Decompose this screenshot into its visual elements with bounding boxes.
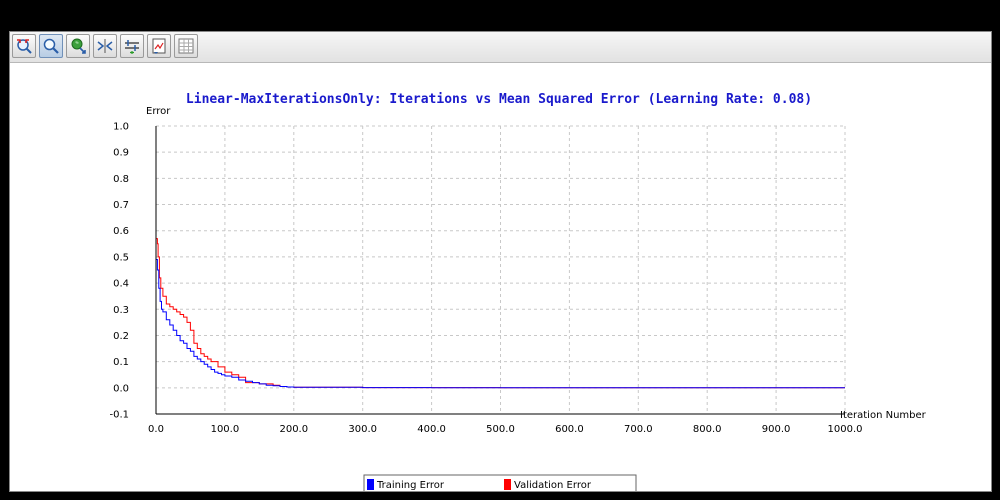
x-tick-label: 0.0 xyxy=(148,424,164,435)
x-tick-label: 1000.0 xyxy=(828,424,863,435)
toolbar xyxy=(10,32,991,63)
x-axis-label: Iteration Number xyxy=(840,410,927,421)
y-tick-label: 0.7 xyxy=(113,200,129,211)
chart-title: Linear-MaxIterationsOnly: Iterations vs … xyxy=(186,92,812,107)
y-tick-label: 1.0 xyxy=(113,122,129,133)
scale-icon xyxy=(97,39,113,53)
y-tick-label: 0.6 xyxy=(113,226,129,237)
legend-validation-error: Validation Error xyxy=(514,480,592,491)
x-tick-label: 400.0 xyxy=(417,424,446,435)
pan-icon xyxy=(71,38,86,54)
save-button[interactable] xyxy=(147,34,171,58)
y-tick-labels: -0.1 0.0 0.1 0.2 0.3 0.4 0.5 0.6 0.7 0.8 0.9 1.0 xyxy=(109,122,129,421)
legend: Training Error Validation Error xyxy=(363,474,637,491)
x-tick-label: 300.0 xyxy=(348,424,377,435)
y-tick-label: 0.4 xyxy=(113,279,129,290)
save-icon xyxy=(152,38,166,54)
y-tick-label: 0.8 xyxy=(113,174,129,185)
grid xyxy=(155,125,846,415)
x-tick-label: 800.0 xyxy=(693,424,722,435)
y-tick-label: -0.1 xyxy=(109,410,129,421)
y-tick-label: 0.0 xyxy=(113,383,129,394)
x-tick-label: 700.0 xyxy=(624,424,653,435)
pan-button[interactable] xyxy=(66,34,90,58)
set-range-icon xyxy=(125,40,139,54)
legend-box xyxy=(363,474,637,491)
legend-training-error: Training Error xyxy=(376,480,445,491)
y-tick-label: 0.5 xyxy=(113,252,129,263)
line-chart: Linear-MaxIterationsOnly: Iterations vs … xyxy=(109,92,927,491)
reset-zoom-icon xyxy=(17,39,32,54)
scale-button[interactable] xyxy=(93,34,117,58)
series-line-training-error xyxy=(156,259,845,389)
legend-swatch-training xyxy=(367,479,374,490)
x-tick-label: 100.0 xyxy=(211,424,240,435)
chart-window: Linear-MaxIterationsOnly: Iterations vs … xyxy=(9,31,992,492)
x-tick-label: 500.0 xyxy=(486,424,515,435)
y-tick-label: 0.2 xyxy=(113,331,129,342)
y-tick-label: 0.9 xyxy=(113,148,129,159)
y-tick-label: 0.1 xyxy=(113,357,129,368)
x-tick-label: 900.0 xyxy=(762,424,791,435)
set-range-button[interactable] xyxy=(120,34,144,58)
x-tick-labels: 0.0 100.0 200.0 300.0 400.0 500.0 600.0 700.0 80… xyxy=(148,424,862,435)
legend-swatch-validation xyxy=(504,479,511,490)
zoom-icon xyxy=(43,38,59,54)
y-axis-label: Error xyxy=(146,106,171,117)
table-button[interactable] xyxy=(174,34,198,58)
y-tick-label: 0.3 xyxy=(113,305,129,316)
table-icon xyxy=(178,38,194,54)
x-tick-label: 600.0 xyxy=(555,424,584,435)
zoom-button[interactable] xyxy=(39,34,63,58)
x-tick-label: 200.0 xyxy=(279,424,308,435)
reset-zoom-button[interactable] xyxy=(12,34,36,58)
series-lines xyxy=(156,238,845,389)
